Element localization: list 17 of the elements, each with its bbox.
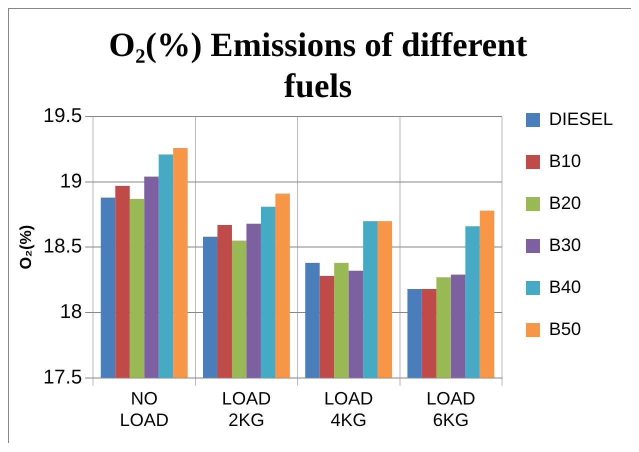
y-tick-label: 18	[60, 301, 82, 324]
legend-label: B10	[548, 150, 582, 171]
y-tick-label: 18.5	[43, 236, 82, 258]
legend-label: B50	[548, 318, 582, 339]
x-tick-label: LOAD 2KG	[222, 388, 271, 430]
legend-label: B20	[548, 192, 582, 213]
chart-title: O₂(%) Emissions of different fuels	[108, 27, 528, 105]
y-tick-label: 19	[60, 170, 82, 192]
legend-label: DIESEL	[548, 108, 614, 129]
y-axis-title: O₂(%)	[18, 224, 36, 270]
x-tick-label: NO LOAD	[120, 388, 169, 430]
y-tick-label: 19.5	[43, 105, 82, 128]
legend-label: B30	[548, 234, 582, 255]
x-tick-label: LOAD 4KG	[324, 388, 374, 430]
y-tick-label: 17.5	[43, 366, 82, 388]
x-tick-label: LOAD 6KG	[426, 388, 476, 430]
legend-label: B40	[548, 276, 582, 297]
